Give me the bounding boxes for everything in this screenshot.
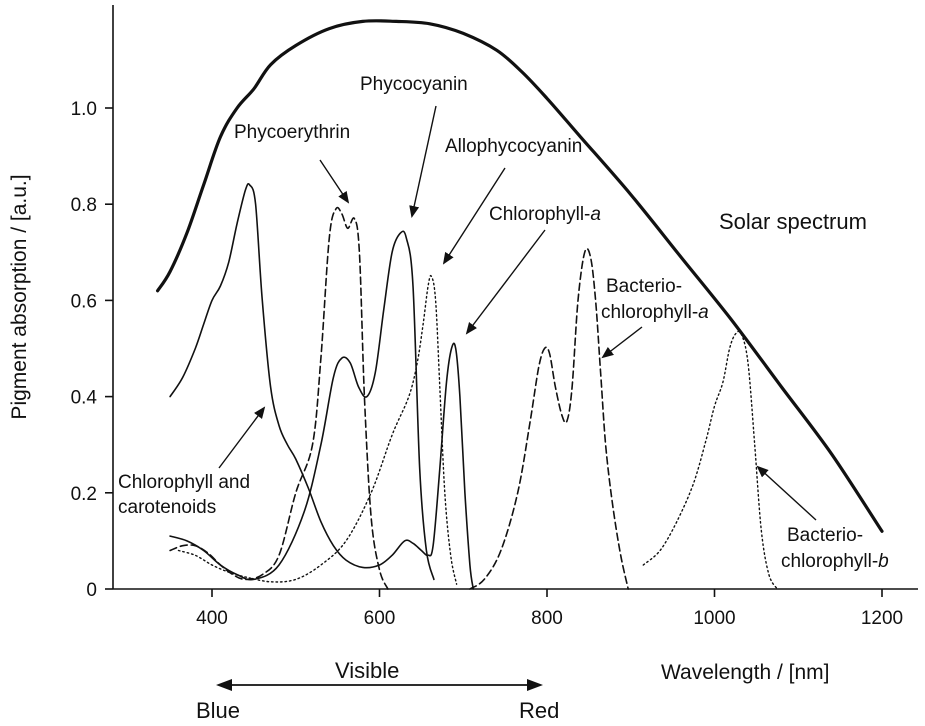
y-tick-label: 0.6 xyxy=(71,291,97,312)
y-tick-label: 0.8 xyxy=(71,195,97,216)
label-bchl-b-line2: chlorophyll-b xyxy=(781,551,889,572)
visible-arrow-left-head xyxy=(216,679,232,691)
label-red: Red xyxy=(519,698,559,723)
series-chlorophyll-and-carotenoids xyxy=(169,182,475,590)
arrow-allophycocyanin xyxy=(442,167,506,265)
series-bacteriochlorophyll-b xyxy=(642,330,778,590)
label-bchl-a-line1: Bacterio- xyxy=(606,276,682,297)
label-bchl-b-line1: Bacterio- xyxy=(787,525,863,546)
label-solar-spectrum: Solar spectrum xyxy=(719,209,867,234)
series-allophycocyanin xyxy=(177,274,458,585)
label-bchl-a-line2: chlorophyll-a xyxy=(601,302,709,323)
series-solar-spectrum xyxy=(156,19,884,533)
series-phycocyanin xyxy=(169,230,435,581)
arrow-phycocyanin xyxy=(409,105,437,218)
x-tick-label: 400 xyxy=(196,608,228,629)
series-phycoerythrin xyxy=(169,206,389,590)
label-chl-car-line2: carotenoids xyxy=(118,497,216,518)
series-bacteriochlorophyll-a xyxy=(469,247,629,590)
label-phycocyanin: Phycocyanin xyxy=(360,74,468,95)
label-blue: Blue xyxy=(196,698,240,723)
label-chlorophyll-a: Chlorophyll-a xyxy=(489,204,601,225)
y-tick-label: 1.0 xyxy=(71,99,97,120)
y-tick-label: 0.4 xyxy=(71,388,98,409)
x-tick-label: 600 xyxy=(364,608,396,629)
label-chl-car-line1: Chlorophyll and xyxy=(118,472,250,493)
visible-arrow-right-head xyxy=(527,679,543,691)
x-tick-label: 800 xyxy=(531,608,563,629)
arrow-chlorophyll-a xyxy=(465,229,546,335)
y-tick-label: 0.2 xyxy=(71,484,97,505)
y-axis-title: Pigment absorption / [a.u.] xyxy=(8,174,31,419)
x-tick-label: 1000 xyxy=(693,608,735,629)
arrow-bchl-b xyxy=(756,465,817,521)
label-allophycocyanin: Allophycocyanin xyxy=(445,136,582,157)
label-phycoerythrin: Phycoerythrin xyxy=(234,122,350,143)
x-ticks: 400 600 800 1000 1200 xyxy=(196,589,903,629)
series-layer xyxy=(156,19,884,590)
arrow-bchl-a xyxy=(601,326,643,359)
y-ticks: 0 0.2 0.4 0.6 0.8 1.0 xyxy=(71,99,113,601)
x-tick-label: 1200 xyxy=(861,608,903,629)
y-tick-label: 0 xyxy=(86,580,97,601)
arrow-phycoerythrin xyxy=(319,159,350,204)
label-visible: Visible xyxy=(335,658,399,683)
arrow-chl-car xyxy=(218,406,266,469)
x-axis-title: Wavelength / [nm] xyxy=(661,661,829,684)
